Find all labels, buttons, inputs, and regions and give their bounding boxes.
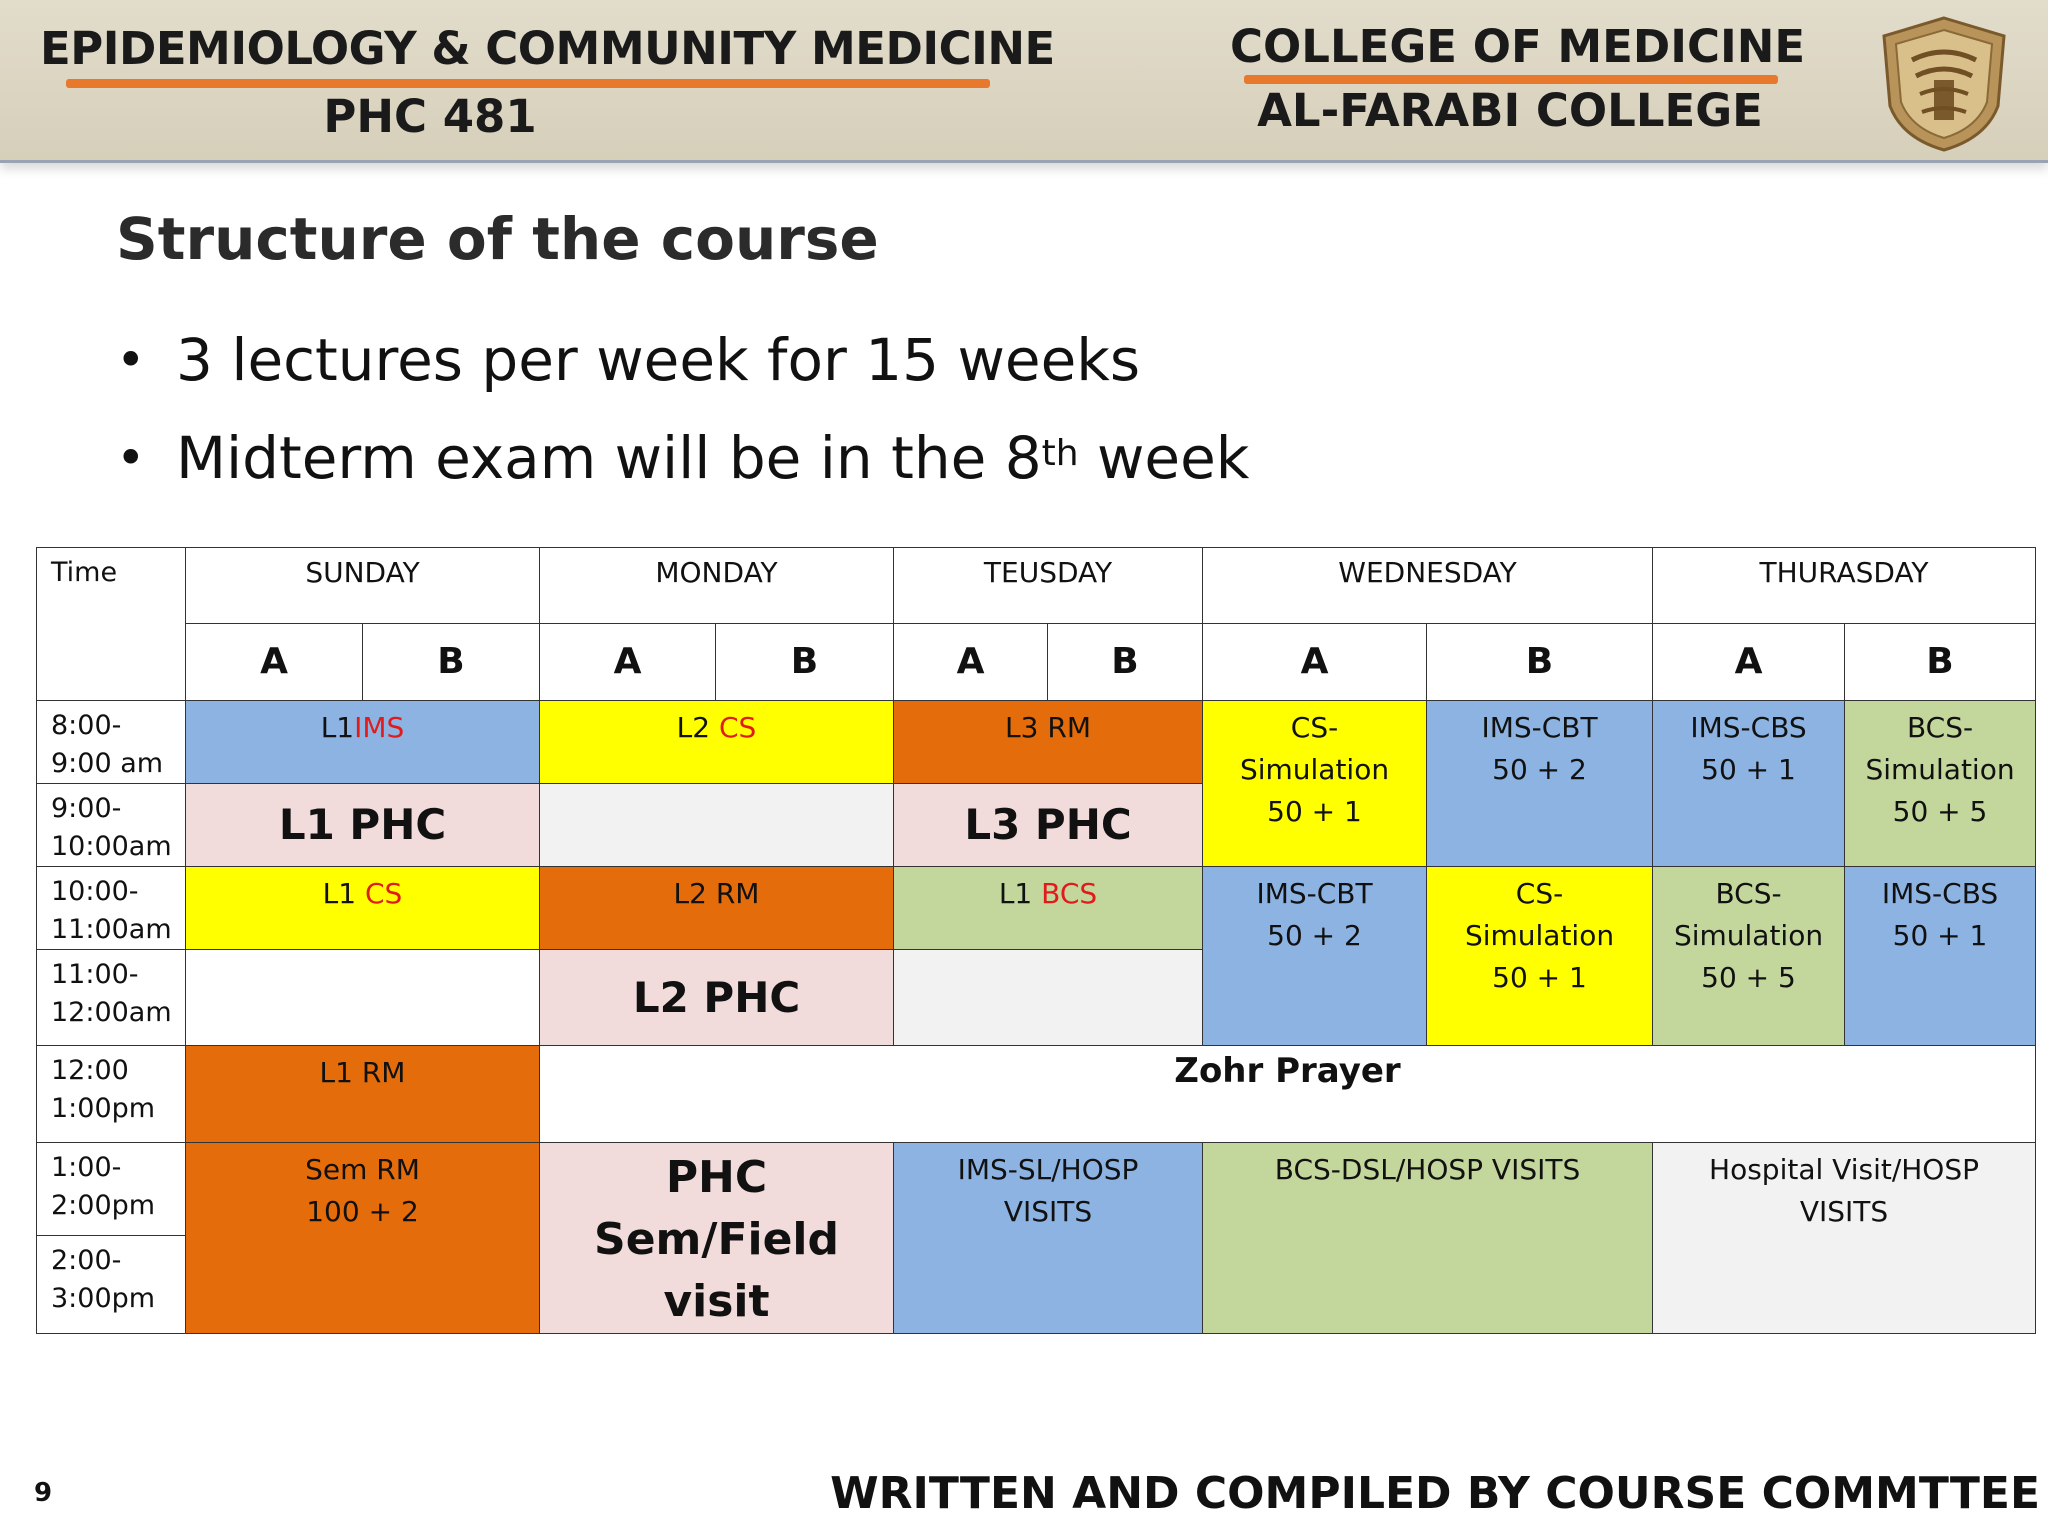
group-header-b: B xyxy=(1844,623,2037,701)
time-slot-8: 8:00- 9:00 am xyxy=(36,700,186,784)
cell-sunday-13: Sem RM 100 + 2 xyxy=(185,1142,540,1334)
page-number: 9 xyxy=(34,1478,53,1508)
cell-sunday-11 xyxy=(185,949,540,1046)
college-title: COLLEGE OF MEDICINE xyxy=(1230,20,1806,73)
group-header-b: B xyxy=(1047,623,1204,701)
bullet-dot-icon: • xyxy=(116,429,146,487)
time-slot-10: 10:00- 11:00am xyxy=(36,866,186,950)
header-banner: EPIDEMIOLOGY & COMMUNITY MEDICINE PHC 48… xyxy=(0,0,2048,163)
college-underline xyxy=(1244,75,1778,84)
bullet-text-suffix: week xyxy=(1078,424,1250,492)
cell-thursday-b-8: BCS- Simulation 50 + 5 xyxy=(1844,700,2037,867)
day-header-wednesday: WEDNESDAY xyxy=(1202,547,1654,624)
cell-thursday-13: Hospital Visit/HOSP VISITS xyxy=(1652,1142,2037,1334)
department-underline xyxy=(66,79,990,88)
bullet-item: • Midterm exam will be in the 8th week xyxy=(116,423,1249,521)
bullet-dot-icon: • xyxy=(116,331,146,389)
group-header-b: B xyxy=(1426,623,1654,701)
cell-tuesday-13: IMS-SL/HOSP VISITS xyxy=(893,1142,1204,1334)
footer-credit: WRITTEN AND COMPILED BY COURSE COMMTTEE xyxy=(830,1468,2040,1519)
bullet-text-prefix: Midterm exam will be in the 8 xyxy=(176,424,1042,492)
group-header-a: A xyxy=(539,623,716,701)
time-slot-11: 11:00- 12:00am xyxy=(36,949,186,1046)
time-slot-14: 2:00- 3:00pm xyxy=(36,1234,186,1335)
time-slot-13: 1:00- 2:00pm xyxy=(36,1142,186,1236)
cell-wednesday-b-10: CS- Simulation 50 + 1 xyxy=(1426,866,1654,1046)
cell-wednesday-13: BCS-DSL/HOSP VISITS xyxy=(1202,1142,1654,1334)
group-header-a: A xyxy=(185,623,363,701)
bullet-text: 3 lectures per week for 15 weeks xyxy=(176,326,1141,394)
bullet-list: • 3 lectures per week for 15 weeks • Mid… xyxy=(116,325,1249,521)
day-header-tuesday: TEUSDAY xyxy=(893,547,1204,624)
group-header-b: B xyxy=(362,623,540,701)
bullet-superscript: th xyxy=(1041,433,1079,474)
cell-thursday-a-8: IMS-CBS 50 + 1 xyxy=(1652,700,1846,867)
cell-monday-9 xyxy=(538,783,895,867)
course-timetable: Time SUNDAY MONDAY TEUSDAY WEDNESDAY THU… xyxy=(36,547,2037,1335)
cell-wednesday-a-10: IMS-CBT 50 + 2 xyxy=(1202,866,1428,1046)
group-header-a: A xyxy=(1202,623,1428,701)
zohr-prayer-cell: Zohr Prayer xyxy=(538,1045,2037,1143)
cell-sunday-9: L1 PHC xyxy=(185,783,540,867)
cell-monday-11: L2 PHC xyxy=(538,949,895,1046)
course-code: PHC 481 xyxy=(323,90,537,143)
department-title: EPIDEMIOLOGY & COMMUNITY MEDICINE xyxy=(40,22,1055,75)
bullet-item: • 3 lectures per week for 15 weeks xyxy=(116,325,1249,423)
cell-monday-8: L2 CS xyxy=(538,700,895,784)
time-slot-9: 9:00- 10:00am xyxy=(36,783,186,867)
cell-tuesday-9: L3 PHC xyxy=(893,783,1204,867)
cell-thursday-b-10: IMS-CBS 50 + 1 xyxy=(1844,866,2037,1046)
group-header-a: A xyxy=(893,623,1049,701)
cell-tuesday-10: L1 BCS xyxy=(893,866,1204,950)
cell-sunday-10: L1 CS xyxy=(185,866,540,950)
cell-thursday-a-10: BCS- Simulation 50 + 5 xyxy=(1652,866,1846,1046)
cell-wednesday-a-8: CS- Simulation 50 + 1 xyxy=(1202,700,1428,867)
cell-tuesday-8: L3 RM xyxy=(893,700,1204,784)
cell-tuesday-11 xyxy=(893,949,1204,1046)
cell-wednesday-b-8: IMS-CBT 50 + 2 xyxy=(1426,700,1654,867)
cell-monday-13: PHC Sem/Field visit xyxy=(538,1142,895,1334)
cell-monday-10: L2 RM xyxy=(538,866,895,950)
cell-sunday-12: L1 RM xyxy=(185,1045,540,1143)
college-crest-icon xyxy=(1882,16,2006,152)
day-header-monday: MONDAY xyxy=(538,547,895,624)
time-slot-12: 12:00 1:00pm xyxy=(36,1045,186,1143)
college-subtitle: AL-FARABI COLLEGE xyxy=(1257,84,1763,137)
cell-sunday-8: L1IMS xyxy=(185,700,540,784)
day-header-sunday: SUNDAY xyxy=(185,547,540,624)
time-header: Time xyxy=(36,547,186,701)
group-header-b: B xyxy=(714,623,895,701)
day-header-thursday: THURASDAY xyxy=(1652,547,2037,624)
group-header-a: A xyxy=(1652,623,1846,701)
slide-title: Structure of the course xyxy=(116,205,879,273)
